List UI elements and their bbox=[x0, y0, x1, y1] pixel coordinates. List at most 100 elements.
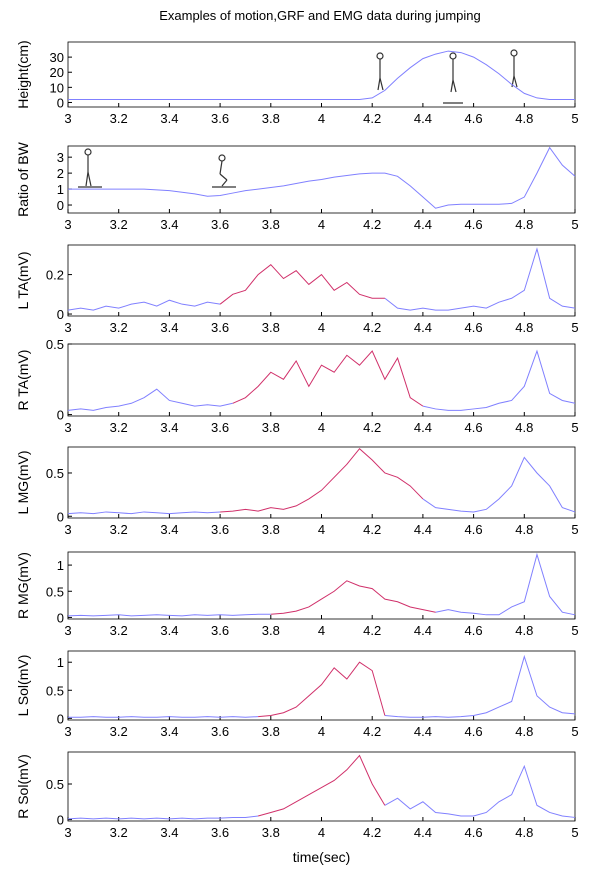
data-line bbox=[258, 661, 386, 718]
y-axis-label: R MG(mV) bbox=[15, 552, 31, 619]
x-tick-label: 5 bbox=[571, 420, 578, 435]
x-tick-label: 4.4 bbox=[414, 320, 432, 335]
x-tick-label: 4.2 bbox=[363, 111, 381, 126]
x-tick-label: 4.4 bbox=[414, 623, 432, 638]
x-tick-label: 4 bbox=[318, 825, 325, 840]
x-tick-label: 4.6 bbox=[465, 724, 483, 739]
x-tick-label: 3 bbox=[64, 320, 71, 335]
data-line bbox=[68, 50, 575, 100]
y-tick-label: 0 bbox=[57, 198, 64, 213]
x-tick-label: 3.8 bbox=[262, 420, 280, 435]
x-tick-label: 3.8 bbox=[262, 111, 280, 126]
y-axis-label: Ratio of BW bbox=[15, 141, 31, 216]
y-tick-label: 30 bbox=[50, 50, 64, 65]
x-tick-label: 3.4 bbox=[160, 217, 178, 232]
x-tick-label: 3.8 bbox=[262, 217, 280, 232]
y-tick-label: 0 bbox=[57, 307, 64, 322]
data-line bbox=[67, 247, 576, 311]
x-tick-label: 3 bbox=[64, 623, 71, 638]
x-tick-label: 3.4 bbox=[160, 111, 178, 126]
x-tick-label: 3 bbox=[64, 724, 71, 739]
y-axis-label: Height(cm) bbox=[15, 40, 31, 108]
data-line bbox=[68, 146, 576, 209]
x-tick-label: 3.2 bbox=[110, 522, 128, 537]
x-tick-label: 4 bbox=[318, 217, 325, 232]
x-tick-label: 4 bbox=[318, 623, 325, 638]
data-line bbox=[232, 350, 424, 407]
x-tick-label: 4.2 bbox=[363, 623, 381, 638]
y-tick-label: 3 bbox=[57, 150, 64, 165]
y-tick-label: 0.5 bbox=[46, 584, 64, 599]
y-axis-label: L TA(mV) bbox=[15, 251, 31, 309]
x-tick-label: 4.4 bbox=[414, 825, 432, 840]
x-tick-label: 3.8 bbox=[262, 522, 280, 537]
y-tick-label: 0 bbox=[57, 509, 64, 524]
x-tick-label: 3.2 bbox=[110, 623, 128, 638]
x-tick-label: 4.4 bbox=[414, 724, 432, 739]
y-tick-label: 0.5 bbox=[46, 683, 64, 698]
x-tick-label: 3.6 bbox=[211, 522, 229, 537]
x-tick-label: 5 bbox=[571, 825, 578, 840]
x-tick-label: 3.2 bbox=[110, 111, 128, 126]
x-tick-label: 3.6 bbox=[211, 217, 229, 232]
x-tick-label: 4.2 bbox=[363, 320, 381, 335]
x-tick-label: 3.6 bbox=[211, 420, 229, 435]
x-tick-label: 4.8 bbox=[515, 825, 533, 840]
plot-frame bbox=[67, 446, 576, 519]
x-tick-label: 3 bbox=[64, 217, 71, 232]
x-tick-label: 3.4 bbox=[160, 724, 178, 739]
data-line bbox=[257, 754, 386, 817]
data-line bbox=[220, 448, 424, 513]
x-tick-label: 3.6 bbox=[211, 320, 229, 335]
x-tick-label: 4.2 bbox=[363, 825, 381, 840]
x-tick-label: 3.8 bbox=[262, 825, 280, 840]
data-line bbox=[67, 764, 576, 820]
y-tick-label: 1 bbox=[57, 558, 64, 573]
x-tick-label: 3.8 bbox=[262, 724, 280, 739]
plot-frame bbox=[67, 650, 576, 721]
x-tick-label: 4.6 bbox=[465, 623, 483, 638]
x-tick-label: 4.2 bbox=[363, 420, 381, 435]
plot-frame bbox=[67, 751, 576, 822]
data-line bbox=[67, 456, 576, 515]
x-tick-label: 3 bbox=[64, 420, 71, 435]
x-tick-label: 4.8 bbox=[515, 623, 533, 638]
chart-title: Examples of motion,GRF and EMG data duri… bbox=[159, 8, 481, 23]
y-tick-label: 0 bbox=[57, 95, 64, 110]
x-tick-label: 3.6 bbox=[211, 825, 229, 840]
data-line bbox=[68, 654, 576, 718]
x-tick-label: 5 bbox=[571, 724, 578, 739]
x-tick-label: 4.2 bbox=[363, 724, 381, 739]
x-tick-label: 4.2 bbox=[363, 522, 381, 537]
data-line bbox=[67, 349, 576, 411]
x-tick-label: 4.4 bbox=[414, 522, 432, 537]
y-tick-label: 0.2 bbox=[46, 268, 64, 283]
y-tick-label: 0.5 bbox=[46, 777, 64, 792]
y-tick-label: 0 bbox=[57, 813, 64, 828]
x-tick-label: 3.8 bbox=[262, 623, 280, 638]
x-tick-label: 3.4 bbox=[160, 825, 178, 840]
data-line bbox=[270, 580, 436, 615]
x-tick-label: 3.6 bbox=[211, 623, 229, 638]
y-tick-label: 2 bbox=[57, 166, 64, 181]
plot-frame bbox=[67, 343, 576, 417]
x-tick-label: 5 bbox=[571, 320, 578, 335]
figure-icons bbox=[78, 49, 518, 188]
x-tick-label: 5 bbox=[571, 111, 578, 126]
y-axis-label: R TA(mV) bbox=[15, 350, 31, 411]
y-axis-label: L MG(mV) bbox=[15, 450, 31, 514]
x-tick-label: 4.8 bbox=[515, 724, 533, 739]
x-tick-label: 4.4 bbox=[414, 217, 432, 232]
x-tick-label: 3 bbox=[64, 111, 71, 126]
x-tick-label: 3.2 bbox=[110, 320, 128, 335]
plot-frame bbox=[67, 244, 576, 317]
x-tick-label: 4.4 bbox=[414, 111, 432, 126]
y-tick-label: 0.5 bbox=[46, 337, 64, 352]
x-tick-label: 4.6 bbox=[465, 320, 483, 335]
x-tick-label: 3.8 bbox=[262, 320, 280, 335]
x-tick-label: 4.6 bbox=[465, 111, 483, 126]
y-tick-label: 0.5 bbox=[46, 466, 64, 481]
x-tick-label: 3.2 bbox=[110, 420, 128, 435]
y-tick-label: 1 bbox=[57, 655, 64, 670]
y-tick-label: 0 bbox=[57, 408, 64, 423]
